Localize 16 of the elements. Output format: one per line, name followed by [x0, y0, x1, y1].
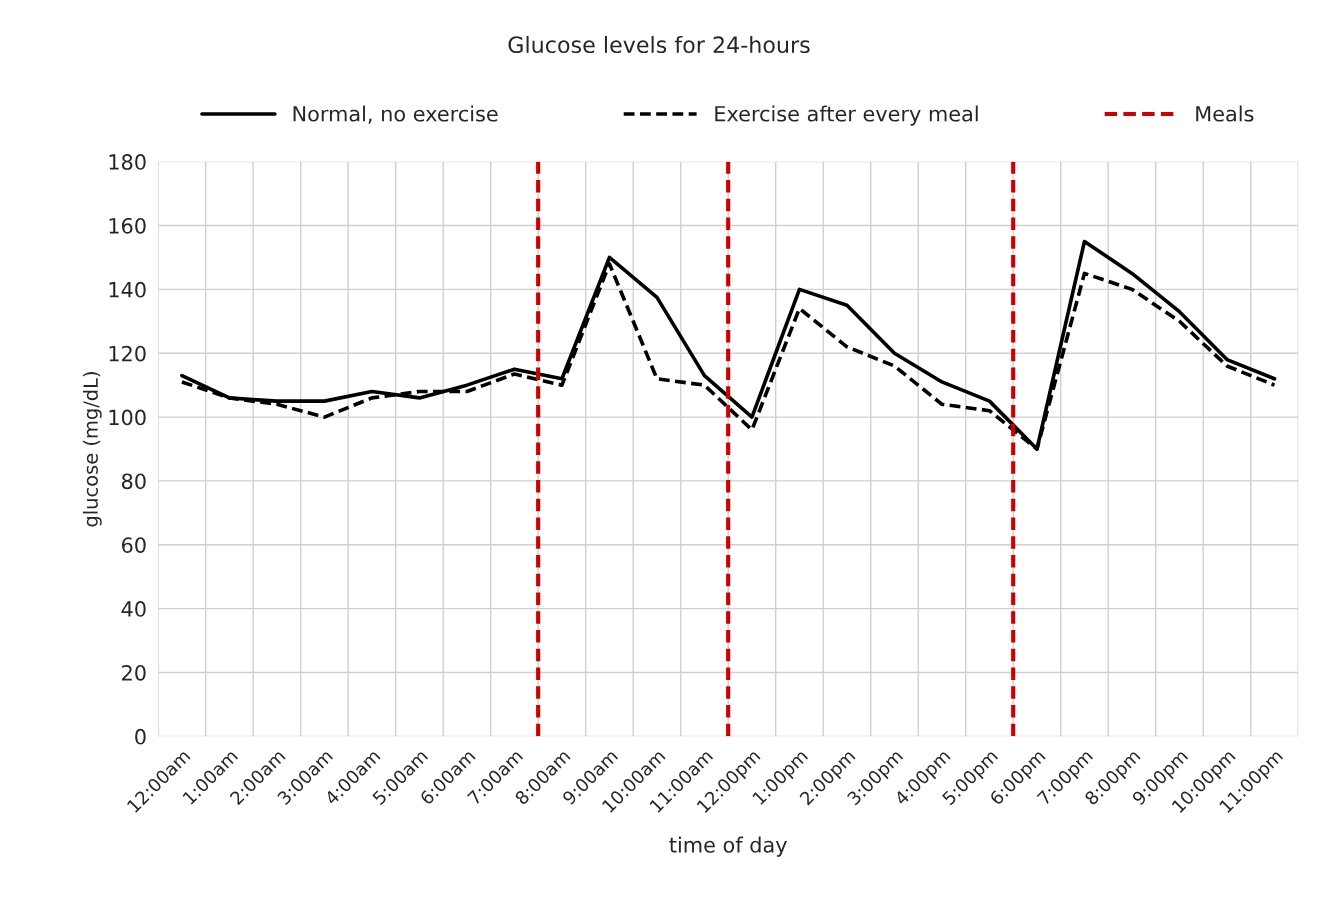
y-tick-label: 20 [122, 664, 146, 681]
y-tick-label: 40 [121, 601, 146, 617]
y-tick-label: 180 [109, 154, 146, 170]
x-axis-title: time of day [669, 836, 787, 857]
legend-label: Exercise after every meal [715, 105, 978, 126]
y-tick-label: 0 [135, 728, 146, 745]
y-tick-label: 80 [121, 473, 146, 490]
y-tick-label: 140 [109, 281, 146, 298]
y-axis-title: glucose (mg/dL) [82, 372, 102, 527]
y-tick-label: 100 [109, 409, 146, 426]
y-tick-label: 160 [109, 217, 146, 234]
legend-label: Meals [1196, 105, 1254, 122]
y-tick-label: 60 [121, 537, 146, 553]
chart-title: Glucose levels for 24-hours [508, 35, 810, 54]
y-tick-label: 120 [109, 345, 146, 362]
legend-label: Normal, no exercise [293, 105, 498, 124]
